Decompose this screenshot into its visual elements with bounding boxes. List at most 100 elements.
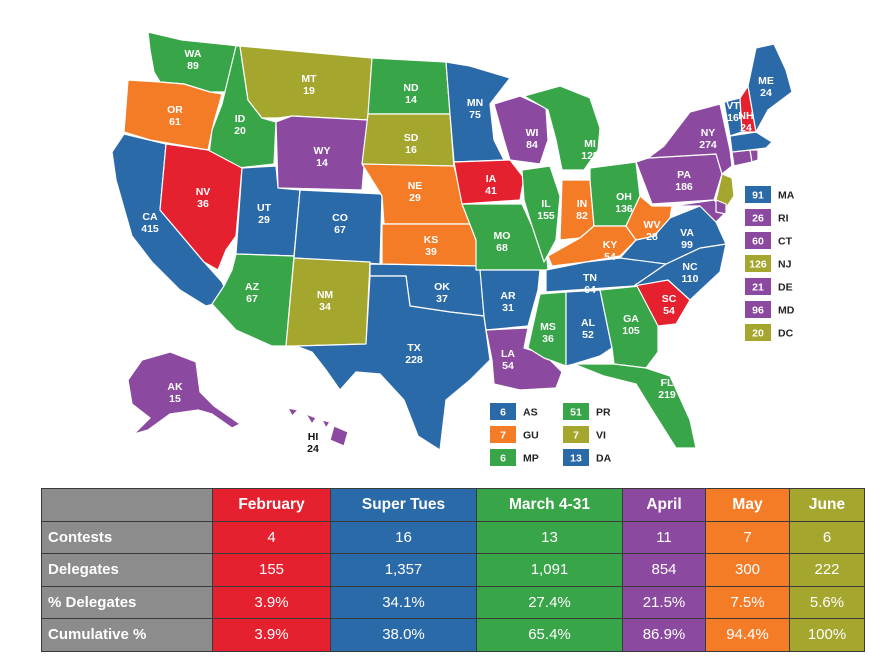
column-header: March 4-31 <box>476 488 623 522</box>
table-cell: 86.9% <box>622 618 706 652</box>
state-delegates-CA: 415 <box>141 223 159 235</box>
state-delegates-SD: 16 <box>405 144 417 156</box>
state-HI-4 <box>329 425 349 447</box>
territory-code-PR: PR <box>596 407 611 419</box>
state-delegates-KY: 54 <box>604 251 616 263</box>
territory-value-AS: 6 <box>500 407 506 419</box>
table-cell: 3.9% <box>212 618 331 652</box>
state-NY <box>647 103 733 175</box>
state-code-VA: VA <box>680 227 694 239</box>
state-delegates-WA: 89 <box>187 60 199 72</box>
state-code-KS: KS <box>424 234 439 246</box>
state-MO <box>461 203 549 271</box>
state-delegates-SC: 54 <box>663 305 675 317</box>
state-code-NM: NM <box>317 289 334 301</box>
table-cell: 5.6% <box>789 585 865 619</box>
state-delegates-NH: 24 <box>740 122 752 134</box>
state-delegates-MS: 36 <box>542 333 554 345</box>
table-cell: 1,091 <box>476 553 623 587</box>
small-state-value-MD: 96 <box>752 305 764 317</box>
state-HI-3 <box>321 419 331 429</box>
state-delegates-KS: 39 <box>425 246 437 258</box>
state-delegates-TX: 228 <box>405 354 423 366</box>
state-delegates-OH: 136 <box>615 203 633 215</box>
small-state-value-CT: 60 <box>752 236 764 248</box>
territory-value-PR: 51 <box>570 407 582 419</box>
state-code-KY: KY <box>603 239 618 251</box>
state-code-ND: ND <box>403 82 419 94</box>
state-CT <box>731 149 753 167</box>
state-delegates-WV: 28 <box>646 231 658 243</box>
territory-value-DA: 13 <box>570 453 582 465</box>
state-NV <box>159 143 243 271</box>
territory-code-MP: MP <box>523 453 539 465</box>
state-code-SD: SD <box>404 132 419 144</box>
territory-swatch-MP <box>490 449 516 466</box>
state-delegates-IN: 82 <box>576 210 588 222</box>
table-cell: 65.4% <box>476 618 623 652</box>
state-HI <box>287 407 299 417</box>
state-delegates-LA: 54 <box>502 360 514 372</box>
small-state-value-DE: 21 <box>752 282 764 294</box>
state-delegates-WY: 14 <box>316 157 328 169</box>
state-code-WY: WY <box>314 145 331 157</box>
state-code-WV: WV <box>644 219 661 231</box>
small-states-legend: 91 MA 26 RI 60 CT 126 NJ 21 DE 96 MD 20 DC <box>745 186 795 341</box>
table-cell: 6 <box>789 520 865 554</box>
state-TX <box>295 275 491 451</box>
state-delegates-WI: 84 <box>526 139 538 151</box>
state-code-NH: NH <box>738 110 753 122</box>
state-delegates-NM: 34 <box>319 301 331 313</box>
state-code-SC: SC <box>662 293 677 305</box>
small-state-value-NJ: 126 <box>749 259 767 271</box>
territory-value-MP: 6 <box>500 453 506 465</box>
state-delegates-ND: 14 <box>405 94 417 106</box>
state-code-TX: TX <box>407 342 420 354</box>
territory-code-GU: GU <box>523 430 539 442</box>
state-code-OH: OH <box>616 191 632 203</box>
us-delegate-map: WA89OR61CA415ID20NV36MT19WY14UT29AZ67CO6… <box>111 31 795 466</box>
state-code-HI: HI <box>308 431 319 443</box>
state-ME <box>747 43 793 133</box>
table-row: Contests 4 16 13 11 7 6 <box>41 520 865 554</box>
state-delegates-MN: 75 <box>469 109 481 121</box>
state-delegates-TN: 64 <box>584 284 596 296</box>
small-state-code-MD: MD <box>778 305 795 317</box>
state-code-CA: CA <box>142 211 158 223</box>
table-cell: 16 <box>330 520 477 554</box>
territory-value-VI: 7 <box>573 430 579 442</box>
small-state-swatch-DC <box>745 324 771 341</box>
state-code-WI: WI <box>526 127 539 139</box>
table-cell: 11 <box>622 520 706 554</box>
table-cell: 38.0% <box>330 618 477 652</box>
small-state-code-MA: MA <box>778 190 795 202</box>
state-code-IA: IA <box>486 173 497 185</box>
table-cell: 155 <box>212 553 331 587</box>
territory-swatch-VI <box>563 426 589 443</box>
small-state-value-MA: 91 <box>752 190 764 202</box>
territory-swatch-DA <box>563 449 589 466</box>
table-cell: 4 <box>212 520 331 554</box>
table-cell: 27.4% <box>476 585 623 619</box>
row-label: Contests <box>41 520 213 554</box>
state-code-AZ: AZ <box>245 281 260 293</box>
table-cell: 94.4% <box>705 618 790 652</box>
state-delegates-MO: 68 <box>496 242 508 254</box>
state-delegates-PA: 186 <box>675 181 693 193</box>
state-code-AR: AR <box>500 290 516 302</box>
column-header: February <box>212 488 331 522</box>
state-MA <box>729 131 773 153</box>
state-delegates-ME: 24 <box>760 87 772 99</box>
state-code-NC: NC <box>682 261 698 273</box>
state-HI-2 <box>305 413 317 425</box>
row-label: % Delegates <box>41 585 213 619</box>
state-code-ID: ID <box>235 113 246 125</box>
state-code-MO: MO <box>494 230 511 242</box>
state-RI <box>749 149 759 163</box>
small-state-swatch-NJ <box>745 255 771 272</box>
schedule-summary-table: February Super Tues March 4-31 April May… <box>41 488 865 652</box>
state-MD <box>671 199 727 223</box>
state-delegates-MT: 19 <box>303 85 315 97</box>
state-code-TN: TN <box>583 272 597 284</box>
state-delegates-UT: 29 <box>258 214 270 226</box>
